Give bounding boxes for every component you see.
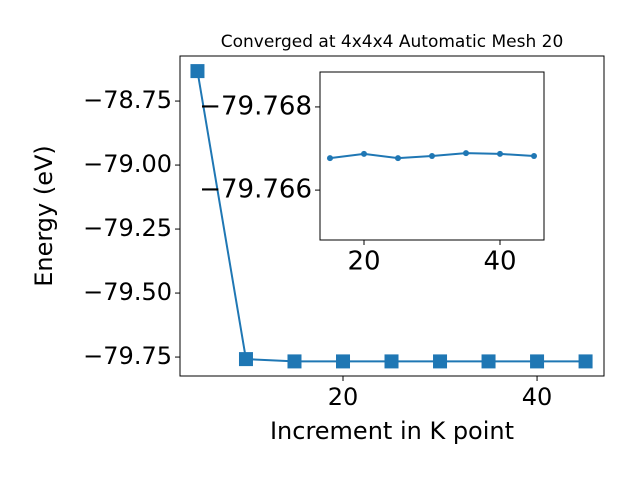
y-tick-label: −78.75 (83, 86, 172, 114)
chart-title: Converged at 4x4x4 Automatic Mesh 20 (221, 32, 564, 52)
marker (360, 150, 367, 157)
x-tick-label: 20 (347, 247, 380, 277)
y-axis-label: Energy (eV) (30, 145, 58, 287)
y-tick-label: −79.00 (83, 150, 172, 178)
y-tick-label: −79.75 (83, 342, 172, 370)
y-tick-label: −79.766 (199, 175, 312, 205)
marker (531, 153, 538, 159)
x-tick-label: 40 (522, 383, 553, 411)
marker (326, 155, 333, 162)
marker (497, 150, 504, 157)
x-tick-label: 40 (483, 247, 516, 277)
marker (238, 352, 253, 367)
marker (481, 354, 496, 369)
marker (530, 354, 545, 369)
x-axis-label: Increment in K point (270, 417, 514, 445)
marker (578, 354, 593, 369)
marker (463, 150, 470, 157)
marker (429, 153, 435, 159)
y-tick-label: −79.25 (83, 214, 172, 242)
y-tick-label: −79.50 (83, 278, 172, 306)
x-tick-label: 20 (328, 383, 359, 411)
marker (394, 155, 401, 162)
marker (384, 354, 399, 369)
marker (190, 64, 205, 79)
marker (336, 354, 351, 369)
y-tick-label: −79.768 (199, 91, 312, 121)
marker (433, 354, 448, 369)
marker (287, 354, 302, 369)
